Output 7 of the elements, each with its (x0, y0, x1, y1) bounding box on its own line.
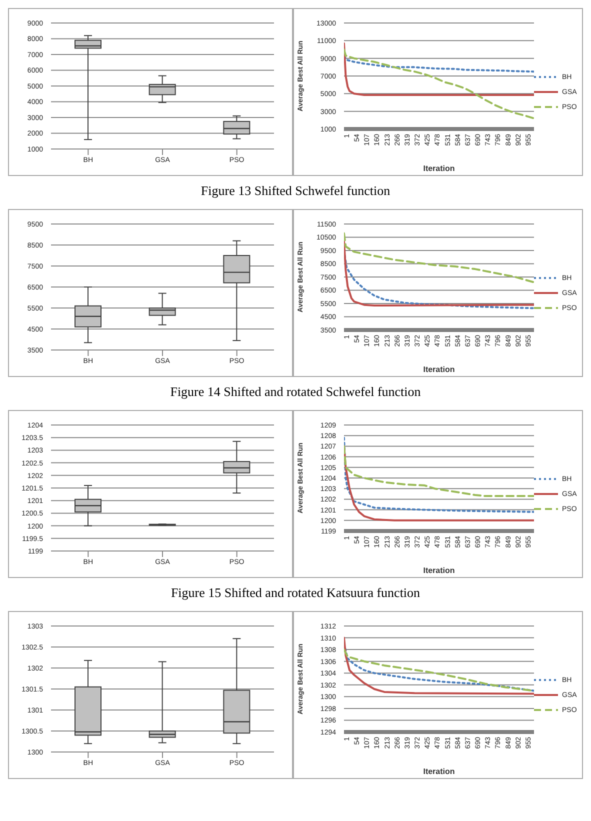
x-axis-title: Iteration (423, 767, 455, 776)
caption: Figure 13 Shifted Schwefel function (200, 183, 392, 199)
x-axis-title: Iteration (423, 164, 455, 173)
x-axis-title: Iteration (423, 566, 455, 575)
caption: Figure 15 Shifted and rotated Katsuura function (170, 585, 422, 601)
x-axis-title: Iteration (423, 365, 455, 374)
caption: Figure 14 Shifted and rotated Schwefel function (169, 384, 422, 400)
